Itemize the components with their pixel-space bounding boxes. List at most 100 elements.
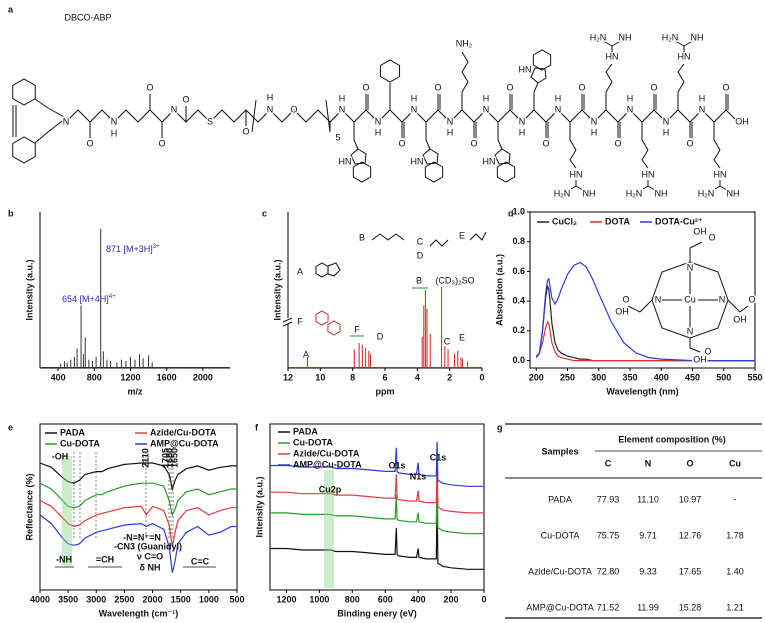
peak-label: 654 [M+4H]4+ [62, 294, 116, 305]
atom-label: N [375, 116, 382, 126]
atom-label: O [708, 232, 715, 242]
side-chain [353, 139, 359, 150]
x-axis-label: Wavelength (nm) [606, 386, 678, 396]
legend-label: PADA [293, 426, 318, 436]
atom-label: HN [570, 169, 583, 179]
spectrum-line [270, 471, 484, 535]
side-chain [601, 39, 613, 47]
peak-label-charge: 4+ [109, 294, 116, 300]
y-tick-label: 0.4 [512, 296, 525, 306]
x-tick-label: 250 [560, 372, 575, 382]
side-chain [673, 39, 685, 47]
arm [727, 299, 741, 313]
bracket [251, 99, 257, 133]
backbone [65, 109, 739, 123]
atom-label: Cu [684, 294, 696, 304]
band-label: -NH [56, 554, 72, 564]
y-tick-label: 0.6 [512, 266, 525, 276]
table-cell: 9.71 [639, 530, 657, 540]
atom-label: HN [678, 51, 691, 61]
spectrum-line [270, 501, 484, 570]
atom-label: O [470, 138, 477, 148]
atom-label: N [627, 104, 634, 114]
arm [627, 305, 641, 313]
bond [47, 107, 67, 119]
indole-ring [494, 148, 511, 165]
indole-ring [496, 161, 516, 183]
atom-label: N [687, 262, 694, 272]
axis-break [282, 321, 293, 327]
atom-label: HN [642, 169, 655, 179]
atom-label: H₂N [554, 188, 571, 198]
atom-label: N [411, 104, 418, 114]
spectrum-line [270, 441, 484, 487]
table-cell: AMP@Cu-DOTA [526, 602, 593, 612]
table-cell: 72.80 [597, 566, 620, 576]
x-tick-label: 450 [685, 372, 700, 382]
atom-label: OH [735, 116, 749, 126]
spectrum-line [39, 499, 237, 547]
peak-label: (CD₃)₂SO [435, 275, 474, 285]
table-cell: 71.52 [597, 602, 620, 612]
legend-label: Azide/Cu-DOTA [293, 448, 360, 458]
x-tick-label: 6 [382, 372, 387, 382]
x-tick-label: 800 [345, 594, 360, 604]
side-chain [611, 39, 623, 47]
side-chain [677, 63, 685, 93]
band-label: C=C [191, 556, 210, 566]
y-axis-label: Absorption (a.u.) [494, 254, 504, 326]
fragment-label: B [359, 232, 365, 242]
band-label: δ NH [140, 562, 161, 572]
fragment [371, 233, 405, 241]
x-tick-label: 4000 [30, 594, 50, 604]
x-tick-label: 400 [654, 372, 669, 382]
table-cell: 11.99 [637, 602, 659, 612]
plot-frame [529, 211, 756, 369]
highlight-band [62, 456, 72, 566]
spectrum-line [270, 456, 484, 514]
spectrum-line [39, 482, 237, 517]
atom-label: N [663, 116, 670, 126]
indole-ring [352, 161, 372, 183]
peak-label: E [459, 332, 465, 342]
atom-label: NH [619, 32, 632, 42]
fragment [315, 262, 329, 278]
atom-label: H [447, 127, 454, 137]
atom-label: S [207, 116, 213, 126]
table-header: N [645, 458, 652, 468]
x-tick-label: 2500 [114, 594, 134, 604]
atom-label: H [519, 127, 526, 137]
atom-label: O [398, 138, 405, 148]
atom-label: O [650, 82, 657, 92]
spectrum-line [535, 261, 755, 362]
atom-label: O [578, 82, 585, 92]
x-tick-label: 200 [444, 594, 459, 604]
atom-label: N [519, 116, 526, 126]
x-tick-label: 2 [447, 372, 452, 382]
side-chain [533, 82, 539, 93]
fragment [327, 320, 341, 336]
peak-label: Cu2p [319, 484, 342, 494]
legend-label: DOTA-Cu²⁺ [655, 216, 703, 226]
table-header: Samples [541, 446, 578, 456]
bond [34, 98, 49, 109]
table-cell: 15.28 [679, 602, 702, 612]
side-chain [719, 185, 731, 193]
x-axis-label: m/z [127, 386, 143, 396]
atom-label: OH [693, 354, 707, 364]
panel-letter: c [262, 208, 267, 218]
band-label: 1705 [160, 448, 170, 468]
bracket [325, 99, 331, 133]
atom-label: O [542, 138, 549, 148]
atom-label: N [63, 116, 70, 126]
bond [34, 131, 49, 144]
atom-label: O [146, 82, 153, 92]
phenyl-ring [379, 59, 401, 83]
band-label: =CH [96, 554, 114, 564]
arm [639, 299, 653, 313]
table-header: Element composition (%) [618, 434, 726, 444]
panel-letter: g [497, 422, 503, 432]
arm [689, 241, 703, 249]
peak-label-text: 654 [M+4H] [62, 294, 109, 304]
atom-label: O [290, 104, 297, 114]
